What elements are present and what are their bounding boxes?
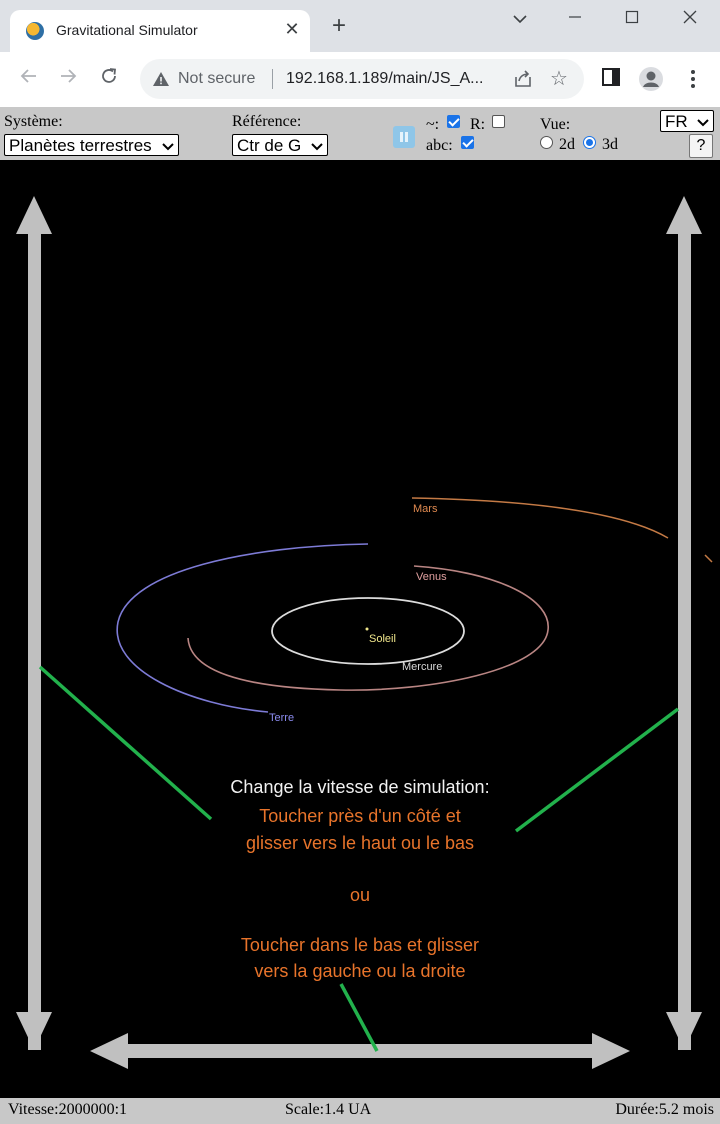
- terre-orbit: [116, 543, 369, 713]
- instruction-or: ou: [349, 885, 371, 905]
- instruction-line-1: Toucher près d'un côté et: [259, 806, 461, 826]
- planet-label-soleil: Soleil: [369, 633, 396, 645]
- profile-avatar-icon[interactable]: [638, 66, 664, 92]
- url-text[interactable]: 192.168.1.189/main/JS_A...: [286, 70, 484, 87]
- chevron-down-icon: [697, 111, 709, 140]
- system-label: Système:: [4, 113, 63, 130]
- venus-orbit: [187, 565, 549, 691]
- language-select-value: FR: [665, 112, 688, 131]
- chevron-down-icon: [162, 135, 174, 164]
- back-arrow-icon[interactable]: [16, 66, 42, 92]
- view-3d-radio[interactable]: [583, 136, 596, 149]
- tab-title: Gravitational Simulator: [56, 22, 198, 38]
- system-select[interactable]: Planètes terrestres: [4, 134, 179, 156]
- close-window-icon[interactable]: [670, 6, 710, 34]
- side-panel-icon[interactable]: [600, 66, 626, 92]
- mars-orbit: [411, 497, 669, 539]
- tab-search-chevron-icon[interactable]: [500, 6, 540, 34]
- speed-readout: Vitesse:2000000:1: [8, 1101, 128, 1118]
- browser-tabstrip: Gravitational Simulator ✕ +: [0, 0, 720, 52]
- menu-kebab-icon[interactable]: [680, 66, 706, 92]
- forward-arrow-icon[interactable]: [55, 66, 81, 92]
- instruction-line-4: vers la gauche ou la droite: [254, 961, 466, 981]
- view-3d-label: 3d: [602, 136, 618, 153]
- abc-label: abc:: [426, 137, 453, 154]
- trail-checkbox[interactable]: [447, 115, 460, 128]
- language-select[interactable]: FR: [660, 110, 714, 132]
- pause-button[interactable]: [393, 126, 415, 148]
- instruction-line-3: Toucher dans le bas et glisser: [240, 935, 480, 955]
- duration-readout: Durée:5.2 mois: [615, 1101, 714, 1118]
- new-tab-button[interactable]: +: [331, 12, 346, 39]
- warning-icon[interactable]: [152, 70, 170, 88]
- view-2d-radio[interactable]: [540, 136, 553, 149]
- security-status[interactable]: Not secure: [178, 70, 256, 87]
- soleil-dot: [365, 627, 369, 631]
- planet-label-terre: Terre: [269, 712, 295, 724]
- help-button[interactable]: ?: [689, 134, 713, 158]
- address-separator: [272, 69, 273, 89]
- abc-checkbox[interactable]: [461, 136, 474, 149]
- reference-select[interactable]: Ctr de G: [232, 134, 328, 156]
- scale-readout: Scale:1.4 UA: [285, 1101, 372, 1118]
- browser-toolbar: Not secure 192.168.1.189/main/JS_A... ☆: [0, 52, 720, 108]
- share-icon[interactable]: [512, 68, 534, 90]
- view-label: Vue:: [540, 116, 571, 133]
- app-favicon-icon: [26, 22, 44, 40]
- chevron-down-icon: [311, 135, 323, 164]
- simulation-canvas[interactable]: Mars Venus Soleil Mercure Terre Change l…: [0, 160, 720, 1098]
- instruction-line-2: glisser vers le haut ou le bas: [245, 833, 475, 853]
- tab-close-icon[interactable]: ✕: [284, 19, 300, 39]
- planet-label-mars: Mars: [413, 503, 438, 515]
- guide-lines: [38, 665, 680, 1052]
- bookmark-star-icon[interactable]: ☆: [550, 68, 568, 90]
- mercure-orbit: [271, 597, 465, 665]
- browser-tab[interactable]: Gravitational Simulator ✕: [10, 10, 310, 52]
- reference-select-value: Ctr de G: [237, 136, 302, 155]
- planet-label-venus: Venus: [416, 571, 447, 583]
- orbit-scene: [16, 196, 713, 1069]
- trail-label: ~:: [426, 116, 440, 133]
- address-bar[interactable]: Not secure 192.168.1.189/main/JS_A... ☆: [140, 59, 584, 99]
- left-speed-arrow-icon: [16, 196, 52, 1050]
- bottom-speed-arrow-icon: [90, 1033, 630, 1069]
- r-label: R:: [470, 116, 486, 133]
- reload-icon[interactable]: [96, 66, 122, 92]
- view-2d-label: 2d: [559, 136, 575, 153]
- mars-orbit-edge: [704, 554, 713, 563]
- instruction-title: Change la vitesse de simulation:: [230, 777, 490, 797]
- right-speed-arrow-icon: [666, 196, 702, 1050]
- r-checkbox[interactable]: [492, 115, 505, 128]
- planet-label-mercure: Mercure: [402, 661, 443, 673]
- system-select-value: Planètes terrestres: [9, 136, 152, 155]
- status-bar: Vitesse:2000000:1 Scale:1.4 UA Durée:5.2…: [0, 1098, 720, 1124]
- reference-label: Référence:: [232, 113, 302, 130]
- minimize-icon[interactable]: [555, 6, 595, 34]
- maximize-icon[interactable]: [612, 6, 652, 34]
